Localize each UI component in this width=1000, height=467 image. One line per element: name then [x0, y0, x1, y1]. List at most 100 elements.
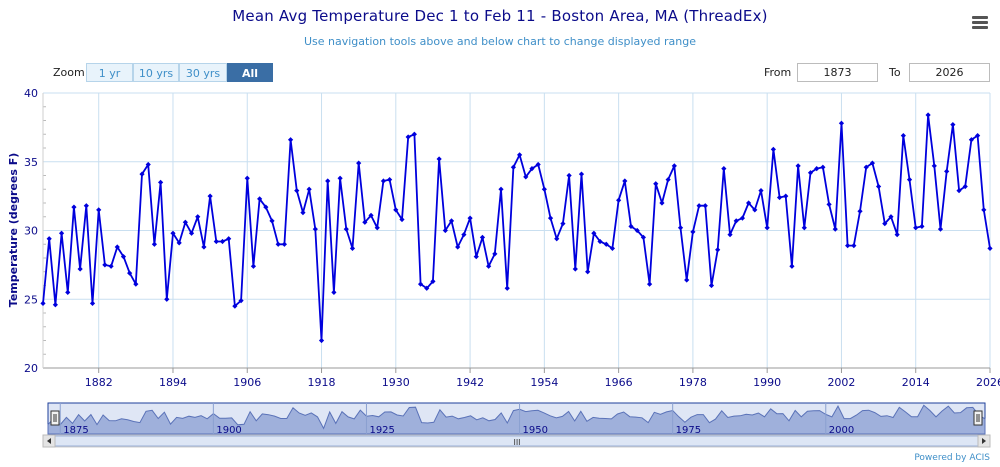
data-point[interactable]: [857, 208, 863, 214]
zoom-10yrs-button[interactable]: 10 yrs: [133, 63, 179, 82]
data-point[interactable]: [349, 245, 356, 251]
data-point[interactable]: [232, 303, 238, 309]
data-point[interactable]: [975, 133, 981, 139]
data-point[interactable]: [547, 215, 554, 221]
data-point[interactable]: [838, 120, 845, 126]
data-point[interactable]: [529, 166, 535, 172]
data-point[interactable]: [164, 296, 170, 302]
data-point[interactable]: [226, 236, 232, 242]
data-point[interactable]: [219, 238, 226, 245]
data-point[interactable]: [139, 171, 145, 177]
data-point[interactable]: [343, 226, 349, 232]
data-point[interactable]: [411, 131, 417, 137]
data-point[interactable]: [151, 241, 158, 247]
data-point[interactable]: [96, 207, 102, 213]
data-point[interactable]: [585, 269, 591, 275]
data-point[interactable]: [789, 263, 795, 269]
to-date-input[interactable]: [909, 63, 990, 82]
data-point[interactable]: [504, 285, 510, 291]
data-point[interactable]: [71, 204, 77, 210]
data-point[interactable]: [325, 178, 331, 184]
data-point[interactable]: [962, 183, 968, 190]
data-point[interactable]: [776, 194, 783, 201]
data-point[interactable]: [801, 225, 807, 231]
data-point[interactable]: [201, 244, 207, 250]
data-point[interactable]: [312, 226, 318, 232]
data-point[interactable]: [498, 186, 504, 192]
data-point[interactable]: [523, 174, 529, 180]
zoom-all-button[interactable]: All: [227, 63, 273, 82]
data-point[interactable]: [448, 218, 455, 224]
data-point[interactable]: [622, 178, 628, 184]
data-point[interactable]: [436, 156, 442, 162]
data-point[interactable]: [882, 221, 888, 227]
data-point[interactable]: [826, 201, 832, 207]
data-point[interactable]: [306, 186, 312, 192]
data-point[interactable]: [52, 302, 58, 308]
data-point[interactable]: [102, 262, 108, 268]
data-point[interactable]: [566, 172, 572, 179]
data-point[interactable]: [770, 146, 776, 152]
data-point[interactable]: [597, 238, 603, 245]
data-point[interactable]: [281, 241, 287, 247]
data-point[interactable]: [287, 137, 294, 143]
data-point[interactable]: [362, 219, 368, 225]
data-point[interactable]: [684, 277, 690, 283]
data-point[interactable]: [937, 226, 944, 232]
data-point[interactable]: [919, 223, 925, 229]
data-point[interactable]: [380, 178, 387, 184]
data-point[interactable]: [659, 200, 665, 206]
data-point[interactable]: [900, 133, 906, 139]
data-point[interactable]: [133, 281, 139, 287]
navigator[interactable]: 1875 1900 1925 1950 1975 2000 III: [42, 402, 991, 448]
data-point[interactable]: [820, 164, 826, 170]
data-point[interactable]: [807, 170, 814, 176]
data-point[interactable]: [578, 171, 585, 177]
data-point[interactable]: [653, 181, 659, 187]
data-point[interactable]: [640, 234, 646, 240]
data-point[interactable]: [417, 281, 424, 287]
data-point[interactable]: [368, 212, 374, 218]
data-point[interactable]: [591, 230, 597, 236]
data-point[interactable]: [331, 289, 337, 295]
data-point[interactable]: [356, 160, 362, 166]
data-point[interactable]: [393, 207, 399, 213]
data-point[interactable]: [182, 219, 188, 225]
data-point[interactable]: [603, 241, 609, 247]
data-point[interactable]: [455, 244, 461, 250]
data-point[interactable]: [733, 218, 739, 224]
data-point[interactable]: [263, 204, 269, 210]
data-point[interactable]: [46, 236, 52, 242]
data-point[interactable]: [646, 281, 653, 287]
data-point[interactable]: [486, 263, 492, 269]
data-point[interactable]: [83, 203, 89, 209]
data-point[interactable]: [956, 188, 962, 194]
data-point[interactable]: [176, 240, 182, 246]
from-date-input[interactable]: [797, 63, 878, 82]
data-point[interactable]: [294, 188, 300, 194]
data-point[interactable]: [257, 196, 263, 202]
data-point[interactable]: [188, 230, 195, 236]
data-point[interactable]: [702, 203, 708, 209]
data-point[interactable]: [89, 300, 96, 306]
hamburger-menu-icon[interactable]: [972, 16, 988, 30]
data-point[interactable]: [114, 244, 120, 250]
data-point[interactable]: [739, 215, 746, 221]
credit-link[interactable]: Powered by ACIS: [914, 453, 990, 463]
data-point[interactable]: [510, 164, 517, 170]
data-point[interactable]: [764, 225, 770, 231]
data-point[interactable]: [888, 214, 894, 220]
data-point[interactable]: [634, 227, 640, 234]
data-point[interactable]: [461, 232, 467, 238]
data-point[interactable]: [671, 163, 677, 169]
data-point[interactable]: [275, 241, 281, 247]
navigator-handle[interactable]: [50, 410, 60, 426]
data-point[interactable]: [944, 168, 950, 174]
data-point[interactable]: [981, 207, 987, 213]
data-point[interactable]: [120, 254, 127, 260]
data-point[interactable]: [746, 200, 752, 206]
data-point[interactable]: [987, 245, 993, 251]
data-point[interactable]: [127, 270, 133, 276]
data-point[interactable]: [269, 218, 275, 224]
data-point[interactable]: [442, 227, 448, 234]
